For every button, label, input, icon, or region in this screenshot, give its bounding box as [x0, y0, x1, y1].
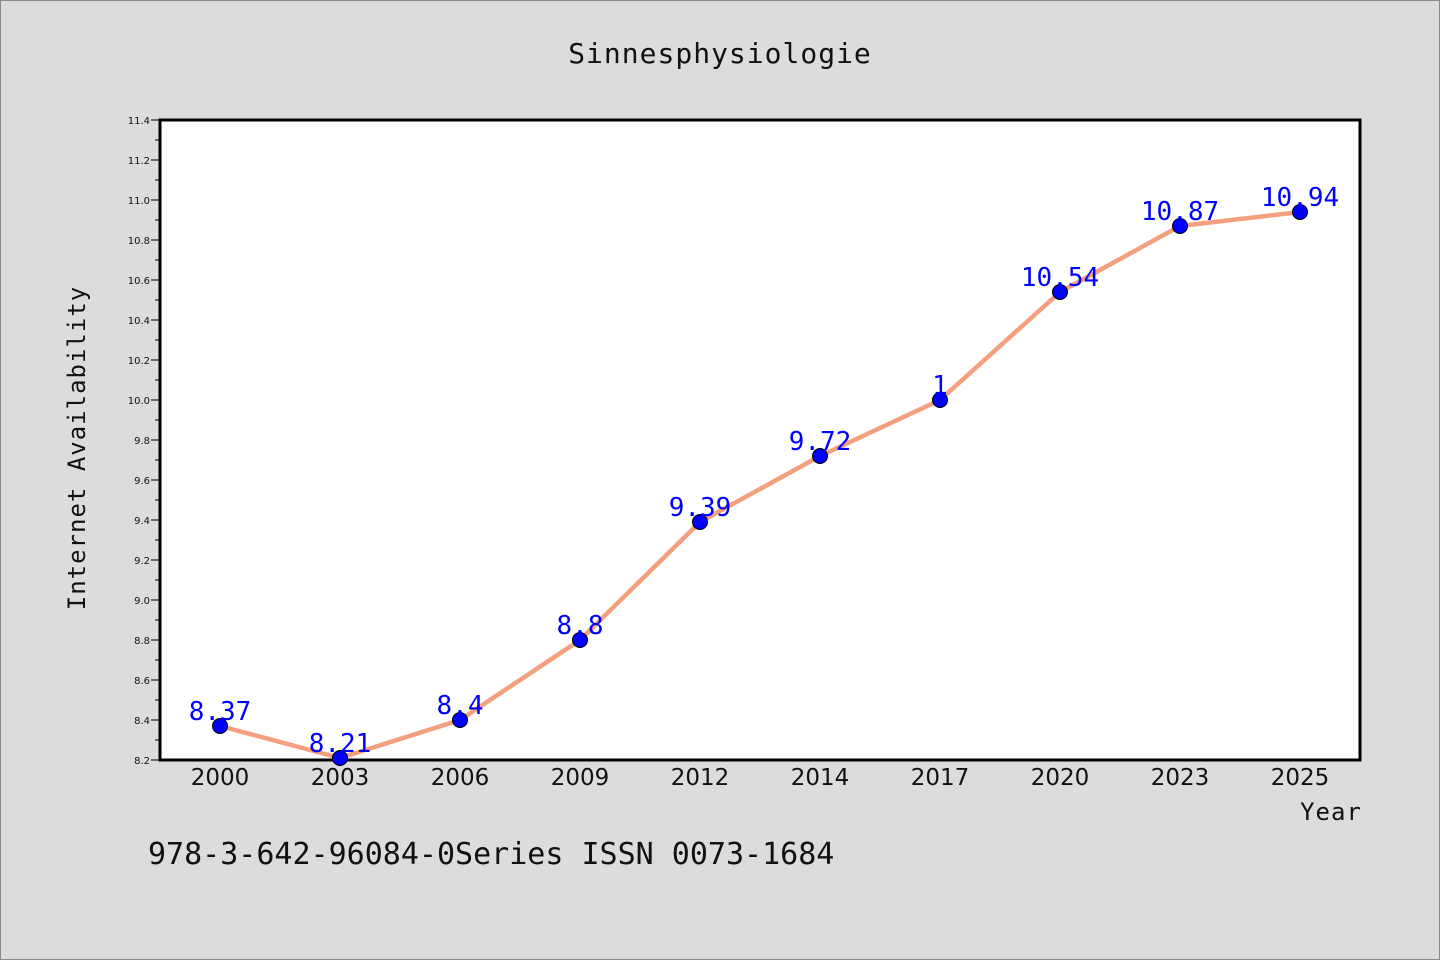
data-label: 8.4	[437, 691, 484, 721]
x-tick-label: 2023	[1151, 765, 1210, 791]
data-point	[452, 712, 468, 728]
y-tick-label: 8.2	[134, 756, 150, 767]
data-label: 8.37	[189, 697, 252, 727]
data-label: 1	[932, 371, 948, 401]
y-tick-label: 9.6	[134, 476, 150, 487]
x-tick-label: 2020	[1031, 765, 1090, 791]
series-layer	[212, 204, 1308, 766]
data-label: 10.54	[1021, 263, 1099, 293]
data-point	[692, 514, 708, 530]
data-label: 9.72	[789, 427, 852, 457]
y-tick-label: 10.8	[128, 236, 150, 247]
x-tick-label: 2006	[431, 765, 490, 791]
y-tick-label: 10.2	[128, 356, 150, 367]
data-point	[212, 718, 228, 734]
plot-area	[158, 118, 1362, 762]
x-axis: 2000 2003 2006 2009 2012 2014 2017 2020 2023 2025	[191, 765, 1330, 791]
y-axis-label: Internet Availability	[63, 286, 91, 610]
data-point	[332, 750, 348, 766]
x-tick-label: 2012	[671, 765, 730, 791]
x-tick-label: 2000	[191, 765, 250, 791]
y-tick-label: 9.4	[134, 516, 150, 527]
data-point	[1172, 218, 1188, 234]
x-axis-label: Year	[1300, 798, 1362, 826]
data-label: 10.94	[1261, 183, 1339, 213]
data-label: 8.8	[557, 611, 604, 641]
y-axis: 8.2 8.4 8.6 8.8 9.0 9.2 9.4 9.6 9.8 10.0 10.2 10.4 1…	[128, 116, 160, 767]
y-tick-label: 10.0	[128, 396, 150, 407]
y-tick-label: 11.0	[128, 196, 150, 207]
data-point	[1292, 204, 1308, 220]
y-tick-label: 9.8	[134, 436, 150, 447]
y-tick-label: 11.4	[128, 116, 150, 127]
y-tick-label: 8.6	[134, 676, 150, 687]
data-label: 8.21	[309, 729, 372, 759]
y-tick-label: 8.4	[134, 716, 150, 727]
data-point	[572, 632, 588, 648]
y-tick-label: 10.4	[128, 316, 150, 327]
y-tick-label: 9.0	[134, 596, 150, 607]
y-tick-label: 8.8	[134, 636, 150, 647]
x-tick-label: 2003	[311, 765, 370, 791]
data-labels: 8.37 8.21 8.4 8.8 9.39 9.72 1 10.54 10.87 10.94	[189, 183, 1339, 759]
y-tick-label: 11.2	[128, 156, 150, 167]
y-tick-label: 9.2	[134, 556, 150, 567]
data-point	[812, 448, 828, 464]
data-label: 10.87	[1141, 197, 1219, 227]
data-point	[932, 392, 948, 408]
x-tick-label: 2014	[791, 765, 850, 791]
chart-title: Sinnesphysiologie	[568, 37, 872, 70]
footer-isbn-issn: 978-3-642-96084-0Series ISSN 0073-1684	[148, 837, 834, 872]
x-tick-label: 2009	[551, 765, 610, 791]
data-label: 9.39	[669, 493, 732, 523]
x-tick-label: 2017	[911, 765, 970, 791]
x-tick-label: 2025	[1271, 765, 1330, 791]
series-line	[217, 209, 1303, 761]
data-point	[1052, 284, 1068, 300]
y-tick-label: 10.6	[128, 276, 150, 287]
